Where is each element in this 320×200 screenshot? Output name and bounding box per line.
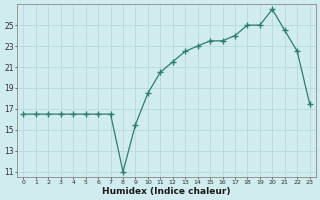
X-axis label: Humidex (Indice chaleur): Humidex (Indice chaleur) xyxy=(102,187,231,196)
